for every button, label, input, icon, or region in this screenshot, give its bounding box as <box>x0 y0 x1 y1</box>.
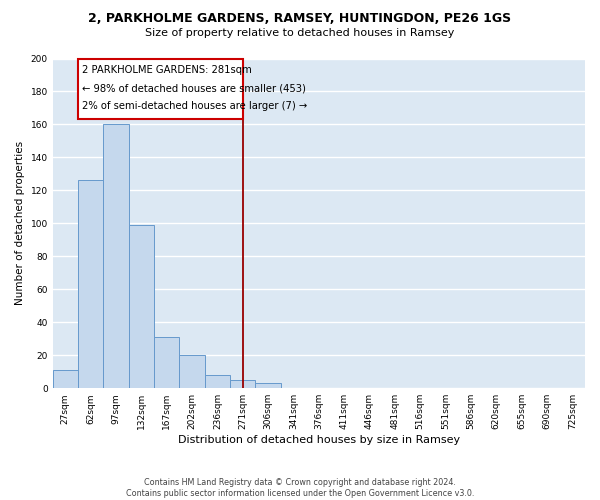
Bar <box>154 337 179 388</box>
Bar <box>53 370 78 388</box>
Text: Contains HM Land Registry data © Crown copyright and database right 2024.
Contai: Contains HM Land Registry data © Crown c… <box>126 478 474 498</box>
Bar <box>179 355 205 388</box>
Bar <box>103 124 129 388</box>
FancyBboxPatch shape <box>78 58 243 120</box>
X-axis label: Distribution of detached houses by size in Ramsey: Distribution of detached houses by size … <box>178 435 460 445</box>
Text: ← 98% of detached houses are smaller (453): ← 98% of detached houses are smaller (45… <box>82 83 305 93</box>
Bar <box>230 380 256 388</box>
Text: 2% of semi-detached houses are larger (7) →: 2% of semi-detached houses are larger (7… <box>82 102 307 112</box>
Text: 2, PARKHOLME GARDENS, RAMSEY, HUNTINGDON, PE26 1GS: 2, PARKHOLME GARDENS, RAMSEY, HUNTINGDON… <box>88 12 512 26</box>
Bar <box>256 384 281 388</box>
Text: 2 PARKHOLME GARDENS: 281sqm: 2 PARKHOLME GARDENS: 281sqm <box>82 65 251 75</box>
Bar <box>129 225 154 388</box>
Bar <box>205 375 230 388</box>
Y-axis label: Number of detached properties: Number of detached properties <box>15 142 25 306</box>
Bar <box>78 180 103 388</box>
Text: Size of property relative to detached houses in Ramsey: Size of property relative to detached ho… <box>145 28 455 38</box>
